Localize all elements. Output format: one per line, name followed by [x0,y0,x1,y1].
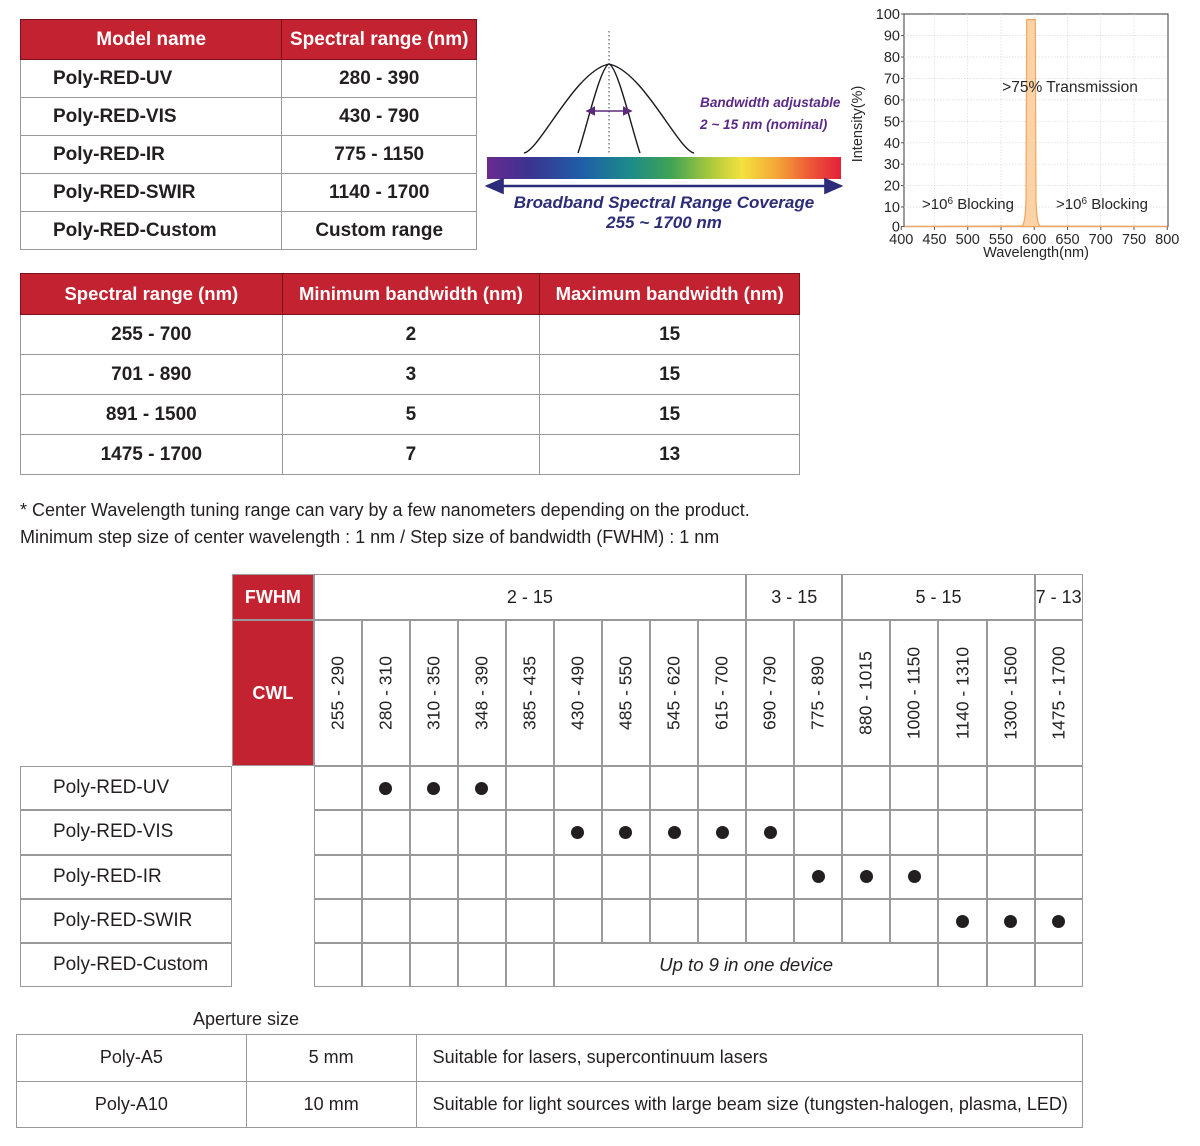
svg-text:80: 80 [884,50,900,66]
svg-text:Broadband Spectral Range Cover: Broadband Spectral Range Coverage [514,193,814,212]
svg-text:10: 10 [884,200,900,216]
svg-text:700: 700 [1089,232,1113,248]
svg-text:2 ~ 15 nm (nominal): 2 ~ 15 nm (nominal) [699,117,828,132]
svg-text:255 ~ 1700 nm: 255 ~ 1700 nm [605,213,722,232]
svg-text:450: 450 [922,232,946,248]
svg-text:50: 50 [884,114,900,130]
svg-text:100: 100 [876,7,900,23]
svg-text:Wavelength(nm): Wavelength(nm) [983,245,1089,261]
svg-text:70: 70 [884,72,900,88]
svg-text:>106 Blocking: >106 Blocking [922,196,1014,214]
svg-text:40: 40 [884,136,900,152]
svg-text:>106 Blocking: >106 Blocking [1056,196,1148,214]
svg-text:800: 800 [1155,232,1179,248]
svg-text:Bandwidth adjustable: Bandwidth adjustable [700,95,841,110]
svg-text:90: 90 [884,29,900,45]
svg-text:400: 400 [889,232,913,248]
svg-text:60: 60 [884,93,900,109]
svg-text:500: 500 [956,232,980,248]
svg-text:750: 750 [1122,232,1146,248]
svg-text:20: 20 [884,179,900,195]
svg-text:>75% Transmission: >75% Transmission [1002,79,1138,96]
svg-text:Intensity(%): Intensity(%) [850,86,866,163]
svg-text:30: 30 [884,157,900,173]
